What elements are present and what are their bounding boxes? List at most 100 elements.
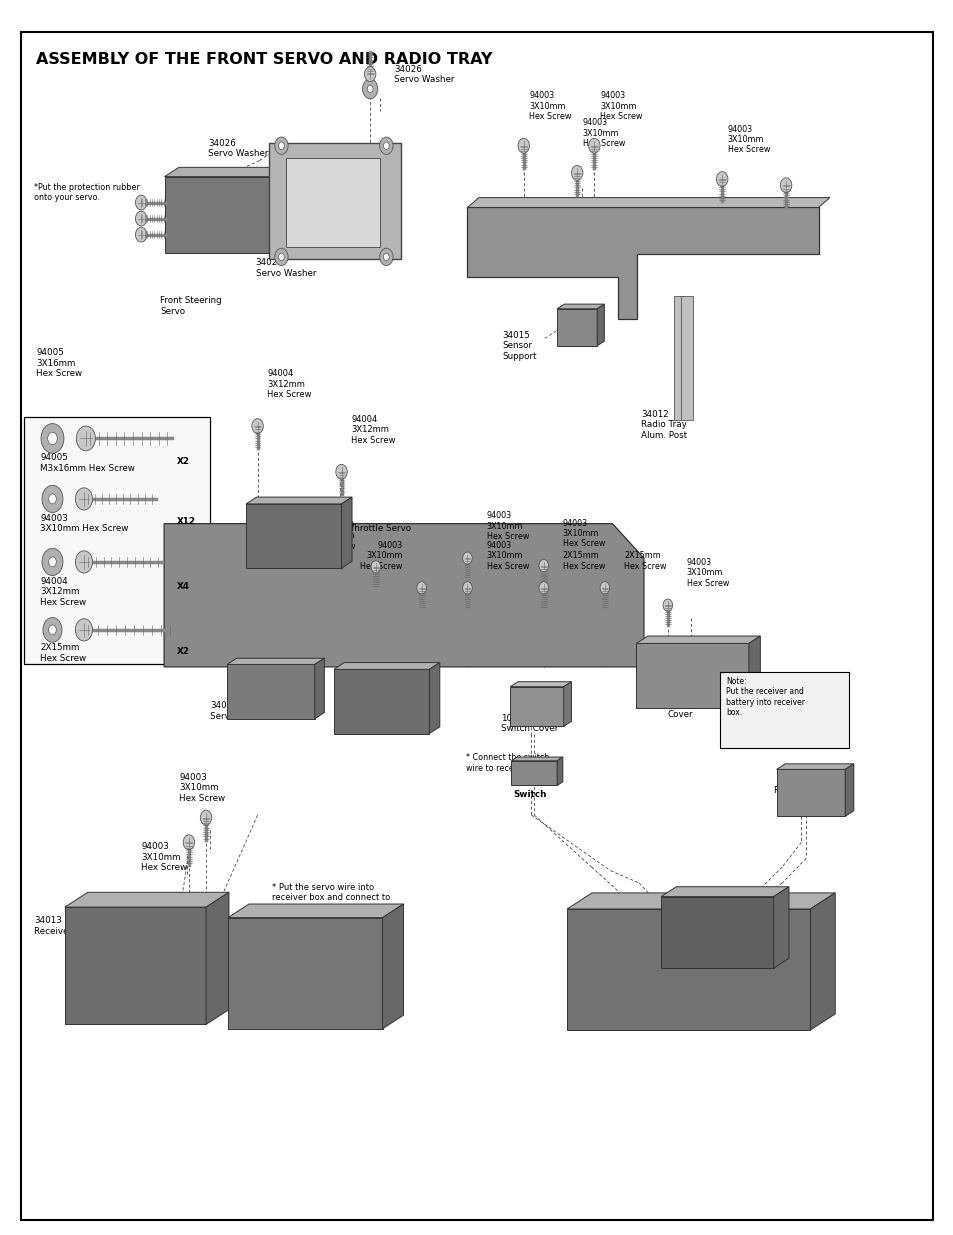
Circle shape [49, 625, 56, 635]
Circle shape [371, 561, 380, 573]
Polygon shape [65, 906, 206, 1025]
Text: 94005
M3x16mm Hex Screw: 94005 M3x16mm Hex Screw [40, 453, 134, 473]
Circle shape [75, 619, 92, 641]
Circle shape [49, 557, 56, 567]
Circle shape [42, 548, 63, 576]
Polygon shape [341, 498, 352, 568]
Circle shape [416, 582, 426, 594]
Text: Throttle Servo: Throttle Servo [349, 524, 411, 534]
Polygon shape [511, 761, 557, 785]
Text: 34013
Receiver Box
Cover: 34013 Receiver Box Cover [667, 689, 724, 719]
Circle shape [41, 424, 64, 453]
Polygon shape [776, 769, 844, 816]
Circle shape [335, 464, 347, 479]
Circle shape [43, 618, 62, 642]
Circle shape [538, 582, 548, 594]
Text: 94003
3X10mm
Hex Screw: 94003 3X10mm Hex Screw [599, 91, 641, 121]
Polygon shape [563, 682, 571, 726]
Text: 94004
3X12mm
Hex Screw: 94004 3X12mm Hex Screw [40, 577, 86, 606]
Polygon shape [314, 658, 324, 719]
Polygon shape [844, 763, 853, 816]
Bar [24, 417, 210, 664]
Polygon shape [557, 309, 597, 346]
Polygon shape [680, 296, 692, 420]
Polygon shape [557, 304, 604, 309]
Polygon shape [228, 904, 403, 918]
Text: 94003
3X10mm
Hex Screw: 94003 3X10mm Hex Screw [486, 541, 528, 571]
Circle shape [183, 835, 194, 850]
Circle shape [383, 142, 389, 149]
Circle shape [48, 432, 57, 445]
Text: 34013
Receiver Box: 34013 Receiver Box [34, 916, 91, 936]
Polygon shape [206, 892, 229, 1025]
Circle shape [135, 227, 147, 242]
Circle shape [599, 582, 609, 594]
Polygon shape [467, 198, 829, 207]
Text: 34026
Servo Washer: 34026 Servo Washer [255, 258, 315, 278]
Text: Note:
Put the receiver and
battery into receiver
box.: Note: Put the receiver and battery into … [725, 677, 804, 718]
Polygon shape [467, 207, 818, 319]
Circle shape [252, 419, 263, 433]
Text: Steering Servo: Steering Servo [360, 722, 425, 731]
Text: X4: X4 [176, 582, 189, 590]
Text: * Put the servo wire into
receiver box and connect to
receiver.: * Put the servo wire into receiver box a… [272, 883, 390, 913]
Text: 34015
Sensor
Support: 34015 Sensor Support [502, 331, 537, 361]
Polygon shape [228, 918, 382, 1029]
Text: Switch: Switch [513, 790, 546, 799]
Polygon shape [809, 893, 835, 1030]
Circle shape [278, 253, 284, 261]
Polygon shape [165, 168, 289, 177]
Text: 34026
Servo Washer: 34026 Servo Washer [208, 138, 268, 158]
Polygon shape [382, 904, 403, 1029]
Circle shape [278, 142, 284, 149]
Circle shape [571, 165, 582, 180]
Text: X2: X2 [176, 457, 189, 466]
Circle shape [462, 582, 472, 594]
Text: 94003
3X10mm
Hex Screw: 94003 3X10mm Hex Screw [179, 773, 225, 803]
Circle shape [379, 248, 393, 266]
Circle shape [75, 551, 92, 573]
Text: 2X15mm
Hex Screw: 2X15mm Hex Screw [40, 643, 86, 663]
Text: ASSEMBLY OF THE FRONT SERVO AND RADIO TRAY: ASSEMBLY OF THE FRONT SERVO AND RADIO TR… [36, 52, 493, 67]
Polygon shape [165, 177, 274, 253]
Text: 94004
3X12mm
Hex Screw: 94004 3X12mm Hex Screw [267, 369, 312, 399]
Text: Battery
* Connect battery
case wire to switch.: Battery * Connect battery case wire to s… [629, 921, 708, 951]
Text: 94003
3X10mm
Hex Screw: 94003 3X10mm Hex Screw [562, 519, 604, 548]
Circle shape [662, 599, 672, 611]
Circle shape [75, 488, 92, 510]
Polygon shape [510, 682, 571, 687]
Circle shape [200, 810, 212, 825]
Text: 94005
3X16mm
Hex Screw: 94005 3X16mm Hex Screw [36, 348, 82, 378]
Text: *Put the protection rubber
onto your servo.: *Put the protection rubber onto your ser… [34, 183, 140, 203]
Polygon shape [660, 887, 788, 897]
Text: 94003
3X10mm
Hex Screw: 94003 3X10mm Hex Screw [686, 558, 728, 588]
Circle shape [716, 172, 727, 186]
Text: 34026
Servo Mount: 34026 Servo Mount [345, 235, 400, 254]
Polygon shape [566, 893, 835, 909]
Polygon shape [334, 662, 439, 669]
Circle shape [462, 552, 472, 564]
Circle shape [49, 494, 56, 504]
Text: 94003
3X10mm
Hex Screw: 94003 3X10mm Hex Screw [529, 91, 571, 121]
Text: * Connect the switch
wire to receiver.: * Connect the switch wire to receiver. [465, 753, 548, 773]
Circle shape [362, 79, 377, 99]
Polygon shape [636, 643, 748, 708]
Polygon shape [773, 887, 788, 968]
Text: 2X15mm
Hex Screw: 2X15mm Hex Screw [623, 551, 665, 571]
Polygon shape [748, 636, 760, 708]
Text: 34020
Servo Mount: 34020 Servo Mount [210, 701, 265, 721]
Polygon shape [597, 304, 604, 346]
Polygon shape [429, 662, 439, 734]
Polygon shape [246, 498, 352, 504]
Circle shape [383, 253, 389, 261]
Text: 34012
Radio Tray
Alum. Post: 34012 Radio Tray Alum. Post [640, 410, 686, 440]
Circle shape [274, 137, 288, 154]
Bar [269, 143, 400, 259]
Polygon shape [65, 892, 229, 906]
Text: Front Steering
Servo: Front Steering Servo [160, 296, 222, 316]
Polygon shape [636, 636, 760, 643]
Circle shape [135, 195, 147, 210]
Text: 94003
3X10mm
Hex Screw: 94003 3X10mm Hex Screw [141, 842, 187, 872]
Text: 10280
Switch Cover: 10280 Switch Cover [500, 714, 558, 734]
Circle shape [538, 559, 548, 572]
